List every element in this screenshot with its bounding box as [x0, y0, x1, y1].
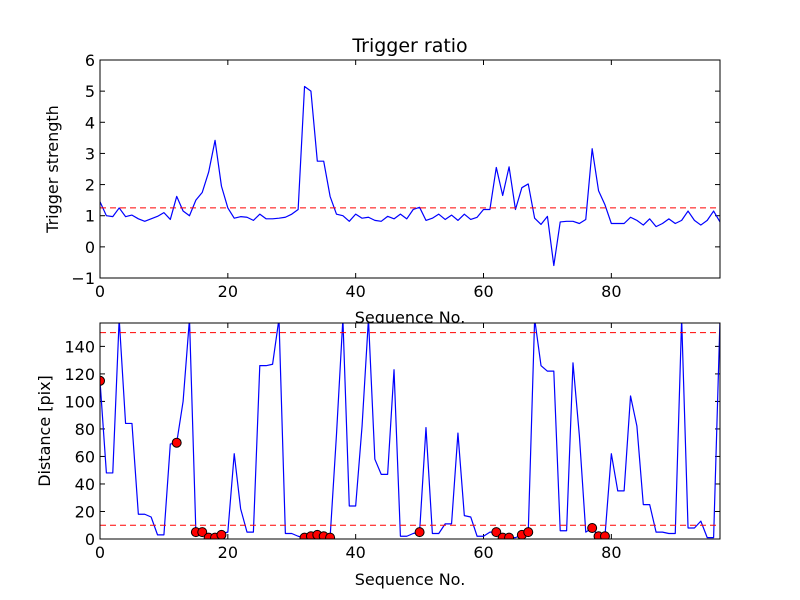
bottom-y-tick-label: 140 [64, 337, 95, 356]
bottom-data-point-marker [216, 529, 227, 539]
top-y-tick-label: 1 [85, 207, 95, 226]
bottom-data-point-marker [504, 532, 515, 539]
top-x-tick-label: 0 [95, 282, 105, 301]
top-chart-title: Trigger ratio [351, 35, 467, 57]
top-y-tick-label: 5 [85, 82, 95, 101]
top-x-axis-label: Sequence No. [355, 308, 466, 327]
bottom-x-tick-label: 80 [601, 543, 621, 562]
bottom-y-tick-label: 20 [75, 502, 95, 521]
bottom-plot-area [100, 323, 720, 539]
bottom-data-point-marker [414, 527, 425, 538]
bottom-x-tick-label: 40 [345, 543, 365, 562]
bottom-plot-frame [99, 322, 721, 540]
top-y-tick-label: 3 [85, 144, 95, 163]
bottom-x-axis-label: Sequence No. [355, 570, 466, 589]
top-series [100, 85, 720, 267]
bottom-data-point-marker [171, 437, 182, 448]
bottom-y-axis-label: Distance [pix] [35, 375, 54, 487]
bottom-y-tick-label: 40 [75, 475, 95, 494]
top-y-tick-label: 4 [85, 113, 95, 132]
top-y-tick-label: 0 [85, 238, 95, 257]
bottom-data-point-marker [599, 531, 610, 539]
bottom-chart: 0 20 40 60 80 0 20 40 60 80 100 120 140 Sequence No… [35, 322, 721, 589]
top-x-ticks: 0 20 40 60 80 [95, 60, 622, 301]
top-y-tick-label: 2 [85, 176, 95, 195]
bottom-series [100, 323, 720, 539]
top-y-tick-label: −1 [71, 269, 95, 288]
top-plot-area [100, 60, 720, 278]
top-x-tick-label: 40 [345, 282, 365, 301]
top-y-tick-label: 6 [85, 51, 95, 70]
bottom-data-point-marker [523, 527, 534, 538]
bottom-y-tick-label: 100 [64, 392, 95, 411]
bottom-x-ticks: 0 20 40 60 80 [95, 323, 622, 562]
bottom-data-point-marker [100, 375, 105, 386]
top-x-tick-label: 60 [473, 282, 493, 301]
bottom-data-point-marker [325, 532, 336, 539]
bottom-x-tick-label: 0 [95, 543, 105, 562]
bottom-data-point-marker [491, 527, 502, 538]
bottom-y-tick-label: 80 [75, 420, 95, 439]
bottom-data-point-marker [197, 527, 208, 538]
top-y-ticks: −1 0 1 2 3 4 5 6 [71, 51, 720, 288]
top-y-axis-label: Trigger strength [43, 105, 62, 234]
top-plot-frame [99, 59, 721, 279]
bottom-x-tick-label: 60 [473, 543, 493, 562]
top-x-tick-label: 20 [218, 282, 238, 301]
top-x-tick-label: 80 [601, 282, 621, 301]
top-series-line [100, 85, 720, 267]
bottom-y-tick-label: 0 [85, 530, 95, 549]
bottom-y-ticks: 0 20 40 60 80 100 120 140 [64, 337, 720, 549]
bottom-y-tick-label: 120 [64, 365, 95, 384]
bottom-x-tick-label: 20 [218, 543, 238, 562]
bottom-data-point-marker [587, 522, 598, 533]
bottom-y-tick-label: 60 [75, 447, 95, 466]
